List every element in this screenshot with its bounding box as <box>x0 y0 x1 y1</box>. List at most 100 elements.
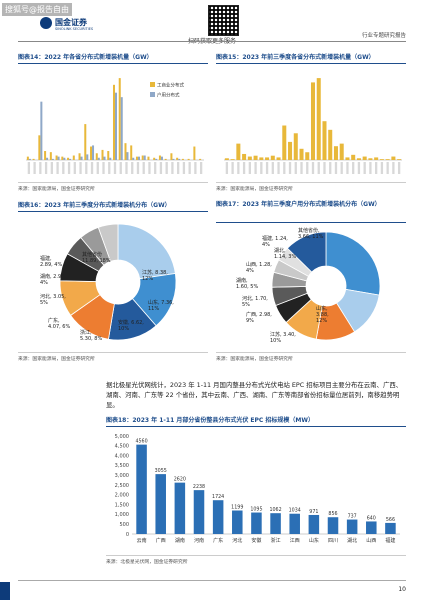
x-tick-label <box>375 162 378 174</box>
bar <box>374 157 379 160</box>
x-tick-label <box>323 162 326 174</box>
x-tick-label: 山西 <box>366 537 376 544</box>
x-tick-label <box>352 162 355 174</box>
pie-slice <box>325 231 381 296</box>
pie-label: 山东, 3.88, 12% <box>316 305 329 324</box>
bar <box>80 156 83 160</box>
x-tick-label <box>182 162 186 174</box>
x-tick-label <box>159 162 163 174</box>
bar <box>174 482 186 534</box>
pie-label: 其他省份 11.89, 18% <box>82 251 111 264</box>
pie-label: 湖北, 1.14, 3% <box>274 247 296 260</box>
x-tick-label <box>131 162 134 174</box>
data-label: 1034 <box>289 508 301 514</box>
x-tick-label <box>165 162 168 174</box>
x-tick-label <box>56 162 59 174</box>
bar <box>282 125 287 160</box>
page-number: 10 <box>398 586 406 593</box>
x-tick-label <box>102 162 105 174</box>
pie-label: 湖南, 2.94, 4% <box>40 273 66 286</box>
bar <box>232 510 243 534</box>
report-type: 行业专题研究报告 <box>361 33 406 39</box>
x-tick-label <box>363 162 366 174</box>
pie-label: 福建, 1.24, 4% <box>262 235 288 248</box>
x-tick-label <box>397 162 401 174</box>
bar <box>265 157 270 160</box>
bar <box>109 157 112 160</box>
bar <box>143 155 146 160</box>
fig16-source: 来源：国家能源局，国金证券研究所 <box>18 352 208 362</box>
bar <box>135 156 138 160</box>
bar <box>172 158 175 160</box>
bar <box>276 157 281 160</box>
bar <box>86 154 89 160</box>
bar <box>270 513 281 534</box>
x-tick-label <box>260 162 263 174</box>
data-label: 1724 <box>212 494 224 500</box>
pie-label: 湖南, 1.60, 5% <box>236 277 258 290</box>
fig15-title: 图表15：2023 年前三季度各省分布式新增装机量（GW） <box>216 52 406 64</box>
bar <box>339 143 344 160</box>
bar <box>84 124 87 160</box>
bar <box>212 500 224 534</box>
bar <box>136 444 147 534</box>
fig18-source: 来源：北极星光伏网，国金证券研究所 <box>106 555 406 565</box>
pie-label: 河北, 3.05, 5% <box>40 293 66 306</box>
bar <box>78 153 81 160</box>
y-tick-label: 2,000 <box>115 493 129 499</box>
x-tick-label <box>334 162 338 174</box>
x-tick-label <box>306 162 309 174</box>
x-tick-label <box>119 162 122 174</box>
pie-slice <box>97 223 119 262</box>
bar <box>327 517 339 534</box>
bar <box>345 157 350 160</box>
y-tick-label: 1,500 <box>115 502 129 508</box>
x-tick-label <box>311 162 315 174</box>
bar <box>90 146 93 160</box>
bar <box>346 519 358 534</box>
bar <box>310 82 316 160</box>
x-tick-label <box>73 162 76 174</box>
data-label: 3055 <box>155 468 167 474</box>
legend-swatch <box>150 92 155 97</box>
x-tick-label <box>108 162 111 174</box>
data-label: 1199 <box>231 504 243 510</box>
pie-slice <box>117 223 176 280</box>
bar <box>137 156 140 160</box>
bar <box>26 156 29 160</box>
bar <box>247 156 252 160</box>
data-label: 1062 <box>269 507 281 513</box>
bar <box>362 156 367 160</box>
x-tick-label <box>33 162 36 174</box>
bar <box>126 152 129 160</box>
body-paragraph: 据北极星光伏网统计，2023 年 1-11 月国内整县分布式光伏电站 EPC 招… <box>106 381 403 409</box>
x-tick-label <box>288 162 292 174</box>
bar <box>293 133 298 160</box>
bar <box>199 158 202 160</box>
x-tick-label <box>96 162 99 174</box>
fig17-title: 图表17：2023 年前三季度户用分布式新增装机分布（GW） <box>216 200 406 223</box>
y-tick-label: 4,000 <box>115 453 129 459</box>
bar <box>176 157 179 160</box>
x-tick-label <box>329 162 332 174</box>
x-tick-label <box>300 162 303 174</box>
x-tick-label <box>67 162 71 174</box>
data-label: 640 <box>367 515 376 521</box>
logo-english: SINOLINK SECURITIES <box>55 27 94 31</box>
x-tick-label <box>277 162 280 174</box>
x-tick-label <box>154 162 157 174</box>
x-tick-label <box>125 162 128 174</box>
bar <box>253 155 258 160</box>
bar <box>170 153 173 160</box>
bar <box>118 78 121 160</box>
bar <box>158 155 161 160</box>
bar <box>44 151 47 160</box>
x-tick-label <box>231 162 234 174</box>
bar <box>103 156 106 160</box>
bar <box>316 78 321 160</box>
bar <box>160 156 163 160</box>
x-tick-label: 广东 <box>213 537 223 544</box>
qr-code-icon[interactable] <box>208 5 239 36</box>
bar <box>270 155 275 160</box>
fig16-title: 图表16：2023 年前三季度分布式新增装机分布（GW） <box>18 200 208 212</box>
